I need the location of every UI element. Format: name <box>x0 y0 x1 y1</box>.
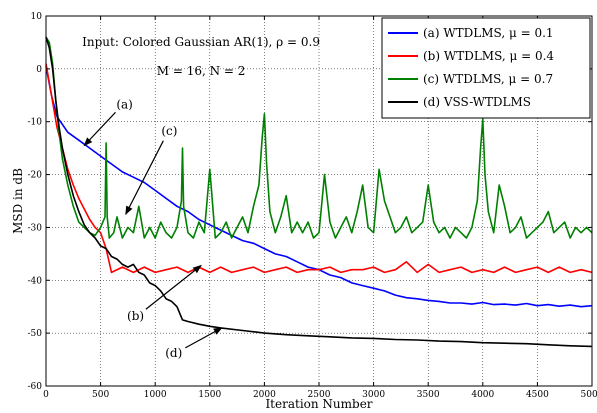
y-axis-title: MSD in dB <box>11 168 25 234</box>
callout-arrow <box>125 140 164 216</box>
callout-label: (c) <box>161 124 177 138</box>
legend-label-1: (b) WTDLMS, μ = 0.4 <box>423 49 554 63</box>
y-tick-label: 0 <box>36 65 42 75</box>
series-line-3 <box>45 36 593 348</box>
series-line-1 <box>45 63 593 274</box>
x-tick-label: 1500 <box>198 390 221 400</box>
x-tick-label: 2000 <box>253 390 276 400</box>
legend-label-0: (a) WTDLMS, μ = 0.1 <box>423 26 554 40</box>
legend-label-2: (c) WTDLMS, μ = 0.7 <box>423 72 553 86</box>
x-tick-label: 5000 <box>581 390 597 400</box>
legend-label-3: (d) VSS-WTDLMS <box>423 95 531 109</box>
callout-label: (a) <box>116 98 133 112</box>
x-tick-label: 2500 <box>308 390 331 400</box>
series-line-2 <box>45 36 593 239</box>
x-tick-label: 3000 <box>362 390 385 400</box>
y-tick-label: -20 <box>28 171 43 181</box>
callout-arrow <box>83 111 116 147</box>
axis-ticks: 0 500 1000 1500 2000 2500 3000 3500 4000 4500 5000… <box>28 12 597 400</box>
x-tick-label: 4000 <box>471 390 494 400</box>
callout-label: (d) <box>165 346 182 360</box>
y-tick-label: -50 <box>28 329 43 339</box>
y-tick-label: -60 <box>28 382 43 392</box>
y-tick-label: -40 <box>28 276 43 286</box>
x-tick-label: 4500 <box>526 390 549 400</box>
x-tick-label: 500 <box>92 390 109 400</box>
callout-label: (b) <box>127 309 144 323</box>
y-tick-label: -30 <box>28 223 43 233</box>
x-tick-label: 3500 <box>417 390 440 400</box>
y-tick-label: -10 <box>28 118 43 128</box>
legend: (a) WTDLMS, μ = 0.1 (b) WTDLMS, μ = 0.4 (c… <box>381 17 591 119</box>
series-lines <box>45 36 593 348</box>
annotation-parameters: M = 16, N = 2 <box>157 64 246 78</box>
series-line-0 <box>45 66 593 308</box>
x-tick-label: 0 <box>43 390 49 400</box>
x-axis-title: Iteration Number <box>265 397 372 411</box>
x-tick-label: 1000 <box>144 390 167 400</box>
callouts: (a) (c) (b) (d) <box>83 98 223 360</box>
callout-arrow <box>185 327 223 349</box>
callout-arrow <box>145 264 202 310</box>
y-tick-label: 10 <box>31 12 43 22</box>
annotation-input-description: Input: Colored Gaussian AR(1), ρ = 0.9 <box>82 35 320 49</box>
